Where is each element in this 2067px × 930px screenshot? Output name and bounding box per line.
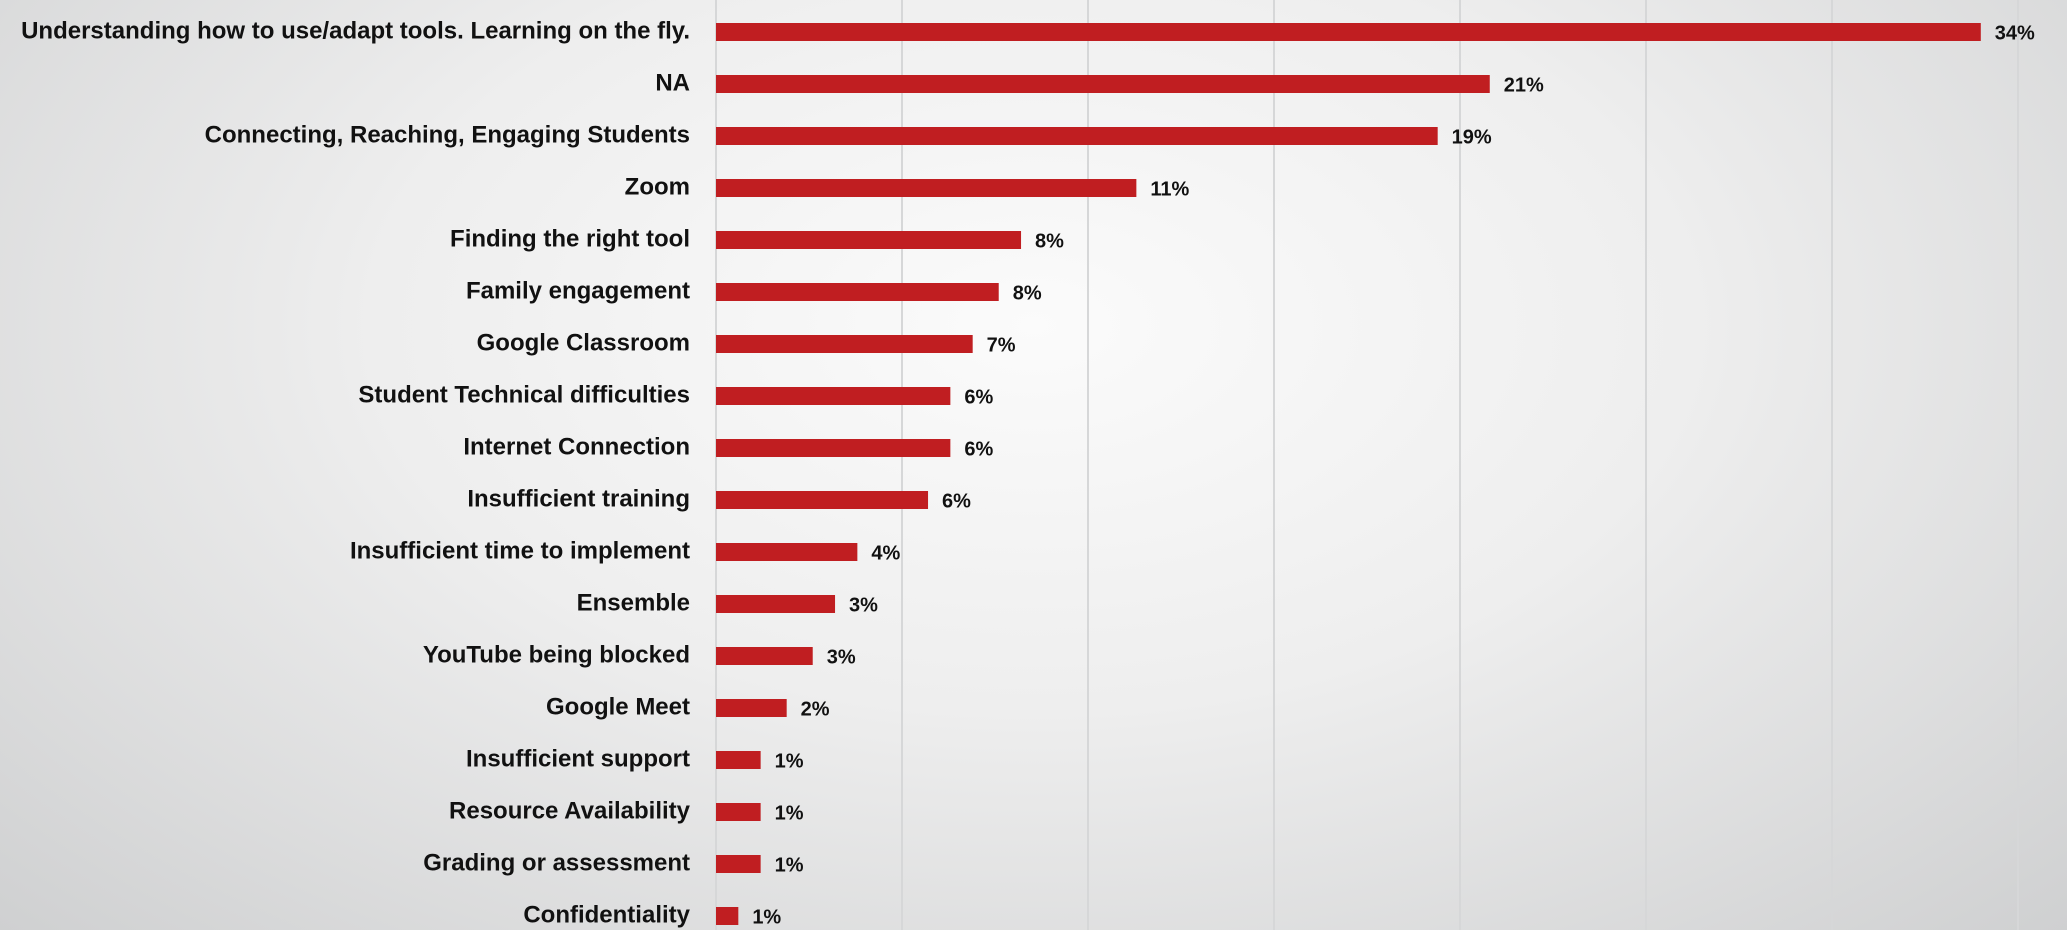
bar <box>716 283 999 301</box>
bar <box>716 75 1490 93</box>
category-label: Connecting, Reaching, Engaging Students <box>205 121 690 148</box>
bar <box>716 751 761 769</box>
bar <box>716 491 929 509</box>
category-label: Google Classroom <box>477 329 690 356</box>
bar <box>716 23 1981 41</box>
bar <box>716 127 1438 145</box>
category-label: YouTube being blocked <box>423 641 690 668</box>
bar <box>716 595 836 613</box>
bar <box>716 907 739 925</box>
bar <box>716 543 858 561</box>
category-label: Family engagement <box>466 277 690 304</box>
category-label: Insufficient time to implement <box>350 537 690 564</box>
category-label: Resource Availability <box>449 797 691 824</box>
category-label: Confidentiality <box>523 901 690 928</box>
category-label: Finding the right tool <box>450 225 690 252</box>
bar <box>716 179 1137 197</box>
category-label: Insufficient training <box>467 485 690 512</box>
bar <box>716 647 813 665</box>
category-label: NA <box>655 69 690 96</box>
category-label: Grading or assessment <box>423 849 690 876</box>
data-label: 3% <box>849 594 878 616</box>
data-label: 1% <box>775 854 804 876</box>
bar <box>716 699 787 717</box>
data-label: 34% <box>1995 22 2035 44</box>
data-label: 7% <box>987 334 1016 356</box>
category-label: Ensemble <box>577 589 690 616</box>
data-label: 8% <box>1013 282 1042 304</box>
category-label: Zoom <box>625 173 690 200</box>
data-label: 3% <box>827 646 856 668</box>
data-label: 1% <box>752 906 781 928</box>
category-label: Internet Connection <box>463 433 690 460</box>
bar <box>716 335 973 353</box>
category-label: Student Technical difficulties <box>358 381 690 408</box>
bar <box>716 387 951 405</box>
category-label: Understanding how to use/adapt tools. Le… <box>21 17 690 44</box>
data-label: 8% <box>1035 230 1064 252</box>
data-label: 21% <box>1504 74 1544 96</box>
data-label: 1% <box>775 750 804 772</box>
data-label: 1% <box>775 802 804 824</box>
category-label: Google Meet <box>546 693 690 720</box>
category-label: Insufficient support <box>466 745 690 772</box>
bar <box>716 803 761 821</box>
data-label: 19% <box>1452 126 1492 148</box>
data-label: 11% <box>1150 178 1189 200</box>
data-label: 6% <box>964 438 993 460</box>
data-label: 6% <box>964 386 993 408</box>
data-label: 2% <box>801 698 830 720</box>
bar <box>716 231 1022 249</box>
data-label: 4% <box>871 542 900 564</box>
bar <box>716 855 761 873</box>
data-label: 6% <box>942 490 971 512</box>
bar <box>716 439 951 457</box>
